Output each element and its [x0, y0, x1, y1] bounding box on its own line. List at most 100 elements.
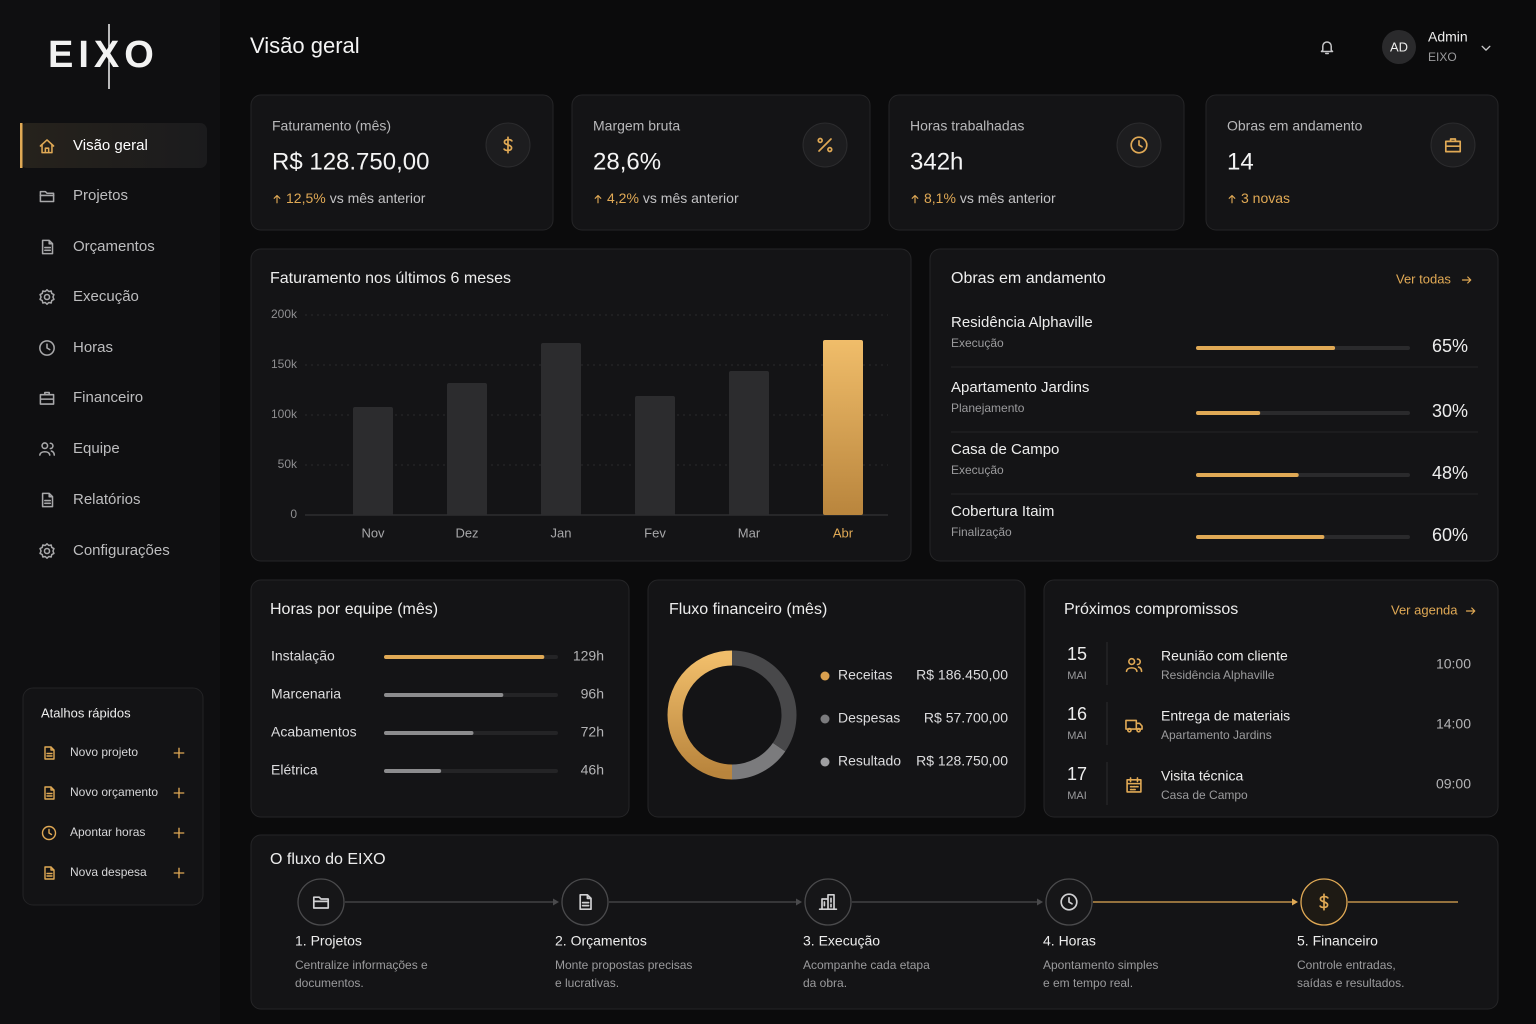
flow-connector-head [796, 898, 802, 906]
icon-stroke [41, 239, 54, 255]
icon-stroke [818, 893, 838, 911]
shortcuts-card [22, 687, 204, 906]
donut-segment [667, 650, 733, 780]
bar [541, 343, 581, 515]
kpi-card [250, 94, 554, 231]
x-tick-label: Dez [455, 525, 478, 540]
icon-stroke [44, 246, 52, 252]
project-stage: Planejamento [951, 401, 1025, 415]
agenda-day: 15 [1067, 644, 1087, 664]
icon-stroke [1068, 896, 1073, 905]
agenda-time: 14:00 [1436, 716, 1471, 732]
icon-stroke [1128, 657, 1136, 666]
icon-stroke [1060, 893, 1078, 911]
icon-stroke [46, 792, 53, 797]
legend-value: R$ 186.450,00 [916, 667, 1008, 683]
agenda-link[interactable]: Ver agenda [1391, 602, 1458, 617]
kpi-delta-text: vs mês anterior [643, 190, 739, 206]
agenda-event[interactable]: Visita técnica [1161, 768, 1243, 784]
kpi-value: 342h [910, 148, 963, 175]
nav-item[interactable]: Configurações [73, 542, 170, 559]
icon-stroke [41, 442, 49, 450]
flow-step-title: 1. Projetos [295, 933, 362, 949]
bar [447, 383, 487, 515]
kpi-value: R$ 128.750,00 [272, 148, 429, 175]
flow-step-title: 4. Horas [1043, 933, 1096, 949]
icon-stroke [39, 543, 55, 559]
icon-stroke [1481, 45, 1491, 51]
x-tick-label: Jan [551, 525, 572, 540]
flow-connector-head [1292, 898, 1298, 906]
team-bar [384, 769, 442, 773]
nav-item[interactable]: Visão geral [73, 137, 148, 154]
legend-value: R$ 57.700,00 [924, 710, 1008, 726]
flow-step-desc: Acompanhe cada etapa [803, 958, 930, 972]
team-hours: 46h [581, 762, 604, 778]
team-hours: 129h [573, 648, 604, 664]
nav-active-marker [20, 123, 23, 168]
kpi-label: Margem bruta [593, 118, 680, 134]
nav-item[interactable]: Projetos [73, 187, 128, 204]
icon-stroke [312, 896, 330, 909]
legend-dot [820, 714, 830, 724]
icon-stroke [911, 194, 919, 204]
icon-stroke [39, 450, 51, 456]
team-title: Horas por equipe (mês) [270, 601, 438, 618]
team-name: Acabamentos [271, 724, 357, 740]
icon-stroke [818, 138, 832, 152]
page-title: Visão geral [250, 33, 360, 58]
agenda-event[interactable]: Entrega de materiais [1161, 708, 1290, 724]
kpi-value: 28,6% [593, 148, 661, 175]
nav-item[interactable]: Equipe [73, 440, 120, 457]
icon-stroke [827, 146, 833, 153]
icon-stroke [43, 293, 51, 301]
kpi-icon [1130, 136, 1148, 154]
shortcut-add [173, 867, 185, 879]
shortcut-item[interactable]: Nova despesa [70, 865, 147, 879]
shortcut-add [173, 747, 185, 759]
agenda-time: 10:00 [1436, 656, 1471, 672]
shortcut-item[interactable]: Apontar horas [70, 825, 145, 839]
kpi-delta-arrow [273, 194, 281, 204]
nav-active-bg [20, 123, 207, 168]
agenda-day: 17 [1067, 764, 1087, 784]
icon-stroke [817, 137, 823, 144]
agenda-place: Casa de Campo [1161, 788, 1248, 802]
agenda-icon [1125, 657, 1143, 673]
kpi-icon [1444, 138, 1462, 153]
shortcut-item[interactable]: Novo projeto [70, 745, 138, 759]
agenda-event[interactable]: Reunião com cliente [1161, 648, 1288, 664]
nav-icon [39, 442, 56, 456]
flow-connector-head [1037, 898, 1043, 906]
projects-link[interactable]: Ver todas [1396, 271, 1451, 286]
nav-icon [41, 492, 54, 508]
progress-bar [1196, 473, 1299, 477]
nav-item[interactable]: Orçamentos [73, 238, 155, 255]
bar [823, 340, 863, 515]
nav-item[interactable]: Financeiro [73, 389, 143, 406]
shortcut-item[interactable]: Novo orçamento [70, 785, 158, 799]
bar [729, 371, 769, 515]
flow-step-desc: Monte propostas precisas [555, 958, 692, 972]
donut-segment [731, 742, 786, 780]
project-progress: 48% [1432, 463, 1468, 483]
shortcuts-title: Atalhos rápidos [41, 705, 131, 720]
kpi-card [571, 94, 871, 231]
kpi-delta-value: 12,5% [286, 190, 326, 206]
icon-stroke [1136, 658, 1143, 673]
nav-item[interactable]: Execução [73, 288, 139, 305]
icon-stroke [1126, 777, 1142, 793]
legend-dot [820, 671, 830, 681]
agenda-place: Apartamento Jardins [1161, 728, 1272, 742]
flow-step-desc: e lucrativas. [555, 976, 619, 990]
icon-stroke [579, 893, 592, 911]
y-tick-label: 50k [278, 457, 298, 471]
nav-item[interactable]: Relatórios [73, 491, 141, 508]
user-name[interactable]: Admin [1428, 29, 1468, 45]
icon-stroke [39, 289, 55, 305]
nav-item[interactable]: Horas [73, 339, 113, 356]
flow-step-icon [579, 893, 592, 911]
icon-stroke [1461, 276, 1472, 284]
kpi-card [1205, 94, 1499, 231]
flow-step-desc: e em tempo real. [1043, 976, 1133, 990]
